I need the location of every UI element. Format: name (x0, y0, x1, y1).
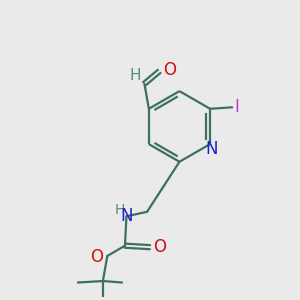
Text: O: O (163, 61, 176, 79)
Text: H: H (115, 203, 125, 217)
Text: N: N (120, 207, 133, 225)
Text: N: N (205, 140, 218, 158)
Text: H: H (129, 68, 141, 83)
Text: O: O (91, 248, 103, 266)
Text: O: O (154, 238, 166, 256)
Text: I: I (235, 98, 239, 116)
